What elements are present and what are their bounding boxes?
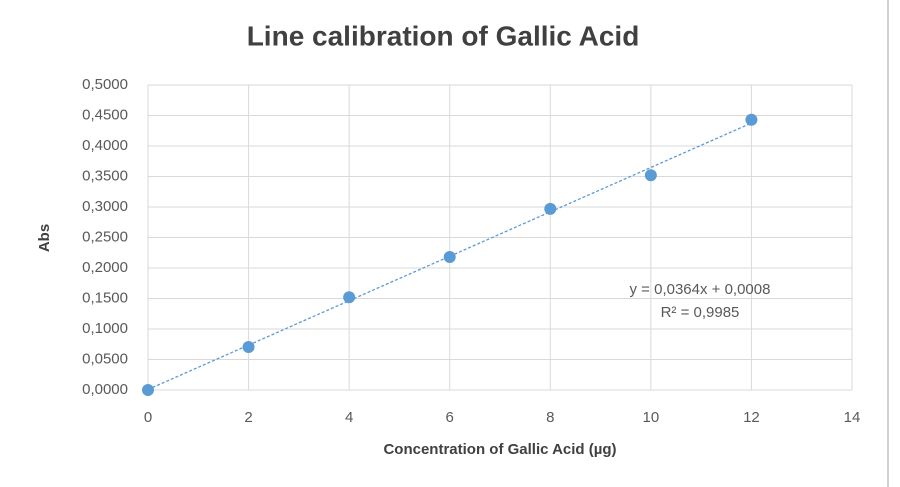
y-tick-label: 0,0000: [82, 381, 128, 398]
x-tick-label: 0: [144, 409, 152, 426]
data-point: [343, 291, 356, 304]
x-tick-label: 2: [244, 409, 252, 426]
y-tick-label: 0,2500: [82, 228, 128, 245]
x-tick-label: 12: [743, 409, 760, 426]
trendline-equation: y = 0,0364x + 0,0008: [630, 281, 771, 298]
y-tick-label: 0,2000: [82, 259, 128, 276]
x-tick-label: 8: [546, 409, 554, 426]
y-tick-label: 0,0500: [82, 350, 128, 367]
y-axis-title: Abs: [36, 224, 53, 252]
y-tick-label: 0,3500: [82, 167, 128, 184]
y-tick-label: 0,4500: [82, 106, 128, 123]
y-tick-label: 0,3000: [82, 198, 128, 215]
data-point: [745, 113, 758, 126]
data-point: [443, 251, 456, 264]
chart-title: Line calibration of Gallic Acid: [247, 20, 640, 51]
data-point: [242, 340, 255, 353]
data-point: [142, 384, 154, 396]
y-tick-label: 0,1000: [82, 320, 128, 337]
data-point: [544, 202, 557, 215]
x-axis-title: Concentration of Gallic Acid (µg): [383, 441, 616, 458]
x-tick-label: 4: [345, 409, 353, 426]
x-tick-label: 10: [643, 409, 660, 426]
trendline-r2: R² = 0,9985: [661, 304, 740, 321]
x-tick-label: 14: [844, 409, 861, 426]
data-point: [644, 169, 657, 182]
x-tick-label: 6: [446, 409, 454, 426]
y-tick-label: 0,1500: [82, 289, 128, 306]
y-tick-label: 0,4000: [82, 137, 128, 154]
y-tick-label: 0,5000: [82, 76, 128, 93]
